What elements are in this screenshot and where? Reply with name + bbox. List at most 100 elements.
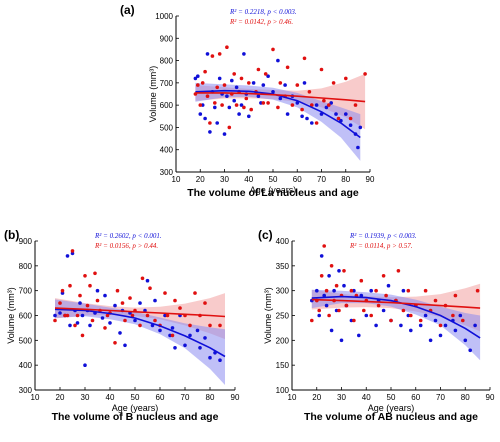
data-point <box>342 269 346 273</box>
data-point <box>336 116 341 121</box>
data-point <box>324 303 329 308</box>
x-tick-label: 80 <box>461 393 470 402</box>
panel-title: The volume of La nucleus and age <box>187 187 359 199</box>
data-point <box>356 145 360 150</box>
data-point <box>165 313 170 318</box>
data-point <box>138 323 142 328</box>
data-point <box>423 313 428 318</box>
data-point <box>220 103 224 107</box>
data-point <box>170 326 175 330</box>
panel-title: The volume of B nucleus and age <box>52 411 219 423</box>
data-point <box>193 291 197 295</box>
data-point <box>374 288 378 293</box>
data-point <box>475 288 480 293</box>
data-point <box>200 81 205 85</box>
data-point <box>123 343 127 348</box>
data-point <box>225 45 229 49</box>
data-point <box>433 318 438 323</box>
data-point <box>113 341 117 345</box>
x-tick-label: 40 <box>106 393 115 402</box>
data-point <box>237 112 241 116</box>
data-point <box>68 323 72 328</box>
data-point <box>271 47 275 52</box>
data-point <box>178 306 182 310</box>
data-point <box>384 293 388 298</box>
fit-line-series-1 <box>195 89 361 139</box>
y-tick-label: 700 <box>160 79 174 88</box>
y-axis-label: Volume (mm³) <box>148 66 158 123</box>
x-tick-label: 30 <box>220 175 229 184</box>
data-point <box>58 311 62 315</box>
x-tick-label: 50 <box>269 175 278 184</box>
y-tick-label: 300 <box>276 287 290 296</box>
data-point <box>300 114 304 119</box>
data-point <box>210 54 215 58</box>
data-point <box>70 249 75 253</box>
data-point <box>396 269 401 273</box>
data-point <box>58 301 62 305</box>
data-point <box>348 123 353 127</box>
data-point <box>376 303 381 308</box>
y-tick-label: 800 <box>160 57 174 66</box>
data-point <box>153 298 157 303</box>
data-point <box>208 355 212 360</box>
data-point <box>310 103 314 107</box>
fit-lines <box>54 307 226 358</box>
fit-line-series-2 <box>195 92 366 103</box>
y-tick-label: 800 <box>19 262 33 271</box>
data-point <box>85 303 90 308</box>
data-point <box>213 101 217 105</box>
x-axis-label: Age (years) <box>368 403 415 413</box>
data-point <box>88 283 92 288</box>
data-point <box>218 323 222 328</box>
data-point <box>319 274 324 278</box>
data-point <box>324 105 329 110</box>
data-point <box>53 313 57 318</box>
data-point <box>322 98 326 103</box>
fit-lines <box>195 89 366 139</box>
data-point <box>314 103 319 107</box>
y-tick-label: 500 <box>160 123 174 132</box>
data-point <box>438 333 443 338</box>
data-point <box>463 338 468 343</box>
data-point <box>90 318 95 323</box>
data-point <box>352 288 356 293</box>
data-point <box>213 105 217 110</box>
data-point <box>198 103 203 107</box>
data-point <box>103 326 107 330</box>
data-point <box>327 274 331 278</box>
data-point <box>188 333 192 338</box>
data-point <box>256 67 261 72</box>
x-tick-label: 60 <box>156 393 165 402</box>
y-tick-label: 1000 <box>155 12 173 21</box>
data-point <box>327 313 331 318</box>
x-tick-label: 20 <box>312 393 321 402</box>
data-point <box>423 288 428 293</box>
data-point <box>276 105 280 110</box>
x-tick-label: 60 <box>411 393 420 402</box>
data-point <box>70 251 75 256</box>
data-point <box>173 298 177 303</box>
data-point <box>302 81 307 85</box>
data-point <box>225 94 229 98</box>
data-point <box>215 121 219 125</box>
data-point <box>418 318 423 323</box>
data-point <box>247 81 251 85</box>
x-tick-label: 10 <box>172 175 181 184</box>
data-point <box>334 112 338 116</box>
x-tick-label: 80 <box>341 175 350 184</box>
x-tick-label: 30 <box>81 393 90 402</box>
data-point <box>344 303 349 308</box>
y-tick-label: 600 <box>160 101 174 110</box>
y-tick-label: 400 <box>276 237 290 246</box>
panel-label: (c) <box>258 228 273 242</box>
data-point <box>138 301 142 305</box>
data-point <box>344 112 348 116</box>
data-point <box>148 286 152 291</box>
data-point <box>344 76 348 81</box>
data-point <box>381 308 386 313</box>
panel-title: The volume of AB nucleus and age <box>304 411 478 423</box>
fit-line-series-2 <box>54 307 226 318</box>
data-point <box>80 313 85 318</box>
data-point <box>215 85 219 90</box>
